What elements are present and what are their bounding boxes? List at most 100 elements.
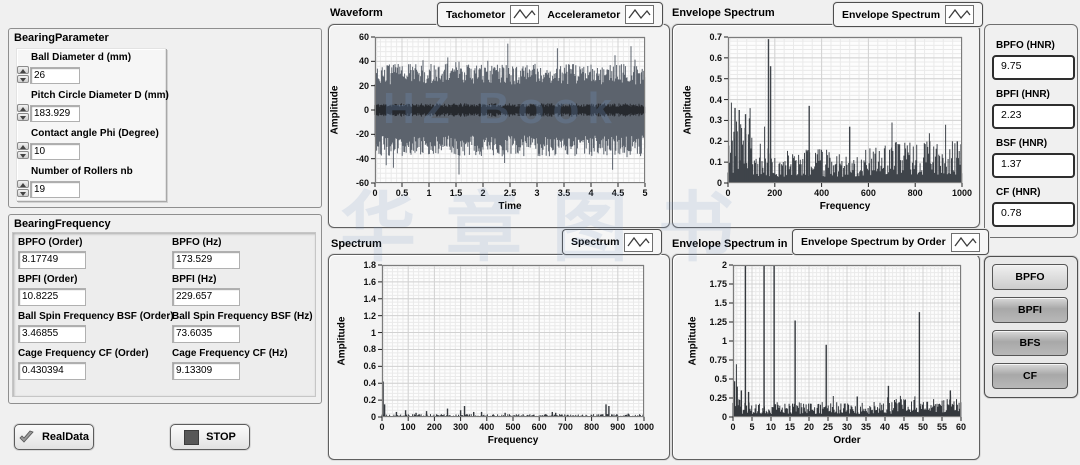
increment-button[interactable] [17, 66, 29, 74]
y-tick-label: 1.4 [363, 293, 376, 304]
x-tick-label: 1000 [633, 422, 655, 432]
x-tick-label: 400 [814, 188, 830, 198]
y-tick-label: 1 [370, 327, 376, 338]
y-tick-label: -20 [355, 129, 369, 140]
x-tick-label: 400 [479, 422, 495, 432]
stop-button[interactable]: STOP [170, 424, 250, 450]
y-tick-label: 1.6 [363, 276, 376, 287]
bearing-parameter-title: BearingParameter [14, 32, 109, 44]
param-label-contact-angle: Contact angle Phi (Degree) [31, 128, 159, 139]
envelope-order-xlabel: Order [833, 435, 861, 446]
cf-hnr-label: CF (HNR) [996, 187, 1041, 198]
param-label-pitch-diameter: Pitch Circle Diameter D (mm) [31, 90, 169, 101]
decrement-button[interactable] [17, 189, 29, 197]
x-tick-label: 15 [784, 422, 796, 432]
legend-item-envelope-spectrum[interactable]: Envelope Spectrum [842, 5, 975, 24]
increment-button[interactable] [17, 142, 29, 150]
bpfi-button[interactable]: BPFI [992, 297, 1068, 323]
y-tick-label: 0.2 [709, 136, 722, 147]
x-tick-label: 4 [588, 188, 594, 198]
x-tick-label: 100 [400, 422, 416, 432]
bpfo-hz-value: 173.529 [172, 251, 240, 269]
y-tick-label: 0.2 [363, 395, 376, 406]
envelope-spectrum-title: Envelope Spectrum [672, 7, 775, 19]
waveform-line-icon [510, 5, 540, 24]
x-tick-label: 1000 [951, 188, 973, 198]
legend-item-accelerametor[interactable]: Accelerametor [547, 5, 655, 24]
x-tick-label: 60 [955, 422, 967, 432]
param-label-roller-count: Number of Rollers nb [31, 166, 133, 177]
y-tick-label: 1.25 [709, 317, 727, 327]
x-tick-label: 5 [642, 188, 648, 198]
bsf-hnr-value: 1.37 [992, 153, 1075, 178]
bpfi-hz-value: 229.657 [172, 288, 240, 306]
cf-order-label: Cage Frequency CF (Order) [18, 348, 149, 359]
x-tick-label: 0 [372, 188, 378, 198]
ball-diameter-field[interactable]: 26 [30, 67, 80, 84]
y-tick-label: 20 [358, 80, 369, 91]
increment-button[interactable] [17, 180, 29, 188]
real-data-label: RealData [41, 431, 90, 443]
bfs-button[interactable]: BFS [992, 330, 1068, 356]
x-tick-label: 35 [860, 422, 872, 432]
decrement-button[interactable] [17, 151, 29, 159]
bpfi-hz-label: BPFI (Hz) [172, 274, 217, 285]
real-data-button[interactable]: RealData [14, 424, 94, 450]
bpfi-hnr-label: BPFI (HNR) [996, 89, 1050, 100]
spectrum-graph: Amplitude Frequency 0 100 200 300 400 500 600 7… [328, 254, 670, 460]
waveform-xlabel: Time [498, 201, 522, 212]
y-tick-label: 0.5 [709, 73, 722, 84]
x-tick-label: 200 [426, 422, 442, 432]
x-tick-label: 0 [725, 188, 731, 198]
x-tick-label: 900 [610, 422, 626, 432]
x-tick-label: 0.5 [395, 188, 409, 198]
cf-hz-value: 9.13309 [172, 362, 240, 380]
y-tick-label: 1.75 [709, 279, 727, 289]
x-tick-label: 0 [730, 422, 736, 432]
stop-square-icon [184, 429, 200, 445]
spectrum-legend-label: Spectrum [571, 236, 620, 248]
spectrum-title: Spectrum [331, 238, 382, 250]
y-tick-label: 0.6 [709, 52, 722, 63]
x-tick-label: 50 [917, 422, 929, 432]
y-tick-label: 1 [721, 336, 727, 346]
y-tick-label: 0 [716, 178, 722, 188]
ball-diameter-spinner [17, 66, 29, 83]
waveform-title: Waveform [330, 7, 383, 19]
y-tick-label: 0 [370, 412, 376, 422]
x-tick-label: 1.5 [449, 188, 463, 198]
x-tick-label: 25 [822, 422, 834, 432]
bsf-hz-label: Ball Spin Frequency BSF (Hz) [172, 311, 313, 322]
x-tick-label: 600 [860, 188, 876, 198]
cf-button[interactable]: CF [992, 363, 1068, 389]
envelope-order-ylabel: Amplitude [687, 316, 699, 366]
spectrum-legend: Spectrum [562, 229, 663, 255]
stop-label: STOP [206, 431, 236, 443]
y-tick-label: 1.8 [363, 260, 376, 270]
contact-angle-field[interactable]: 10 [30, 143, 80, 160]
bpfo-order-label: BPFO (Order) [18, 237, 83, 248]
roller-count-field[interactable]: 19 [30, 181, 80, 198]
increment-button[interactable] [17, 104, 29, 112]
pitch-diameter-field[interactable]: 183.929 [30, 105, 80, 122]
x-tick-label: 300 [453, 422, 469, 432]
x-tick-label: 700 [557, 422, 573, 432]
y-tick-label: 0.3 [709, 115, 722, 126]
envelope-order-title: Envelope Spectrum in order [672, 238, 819, 250]
y-tick-label: 0.4 [363, 378, 376, 389]
y-tick-label: 0.1 [709, 157, 722, 168]
legend-item-tachometor[interactable]: Tachometor [446, 5, 540, 24]
decrement-button[interactable] [17, 113, 29, 121]
envelope-order-plot [729, 264, 962, 421]
decrement-button[interactable] [17, 75, 29, 83]
y-tick-label: 0 [363, 105, 369, 115]
y-tick-label: 60 [358, 32, 369, 42]
legend-item-envelope-order[interactable]: Envelope Spectrum by Order [801, 232, 980, 252]
bpfo-button[interactable]: BPFO [992, 264, 1068, 290]
legend-item-spectrum[interactable]: Spectrum [571, 232, 654, 252]
envelope-legend-label: Envelope Spectrum [842, 8, 941, 21]
y-tick-label: -60 [355, 178, 369, 188]
y-tick-label: 1.5 [714, 298, 727, 308]
x-tick-label: 10 [765, 422, 777, 432]
